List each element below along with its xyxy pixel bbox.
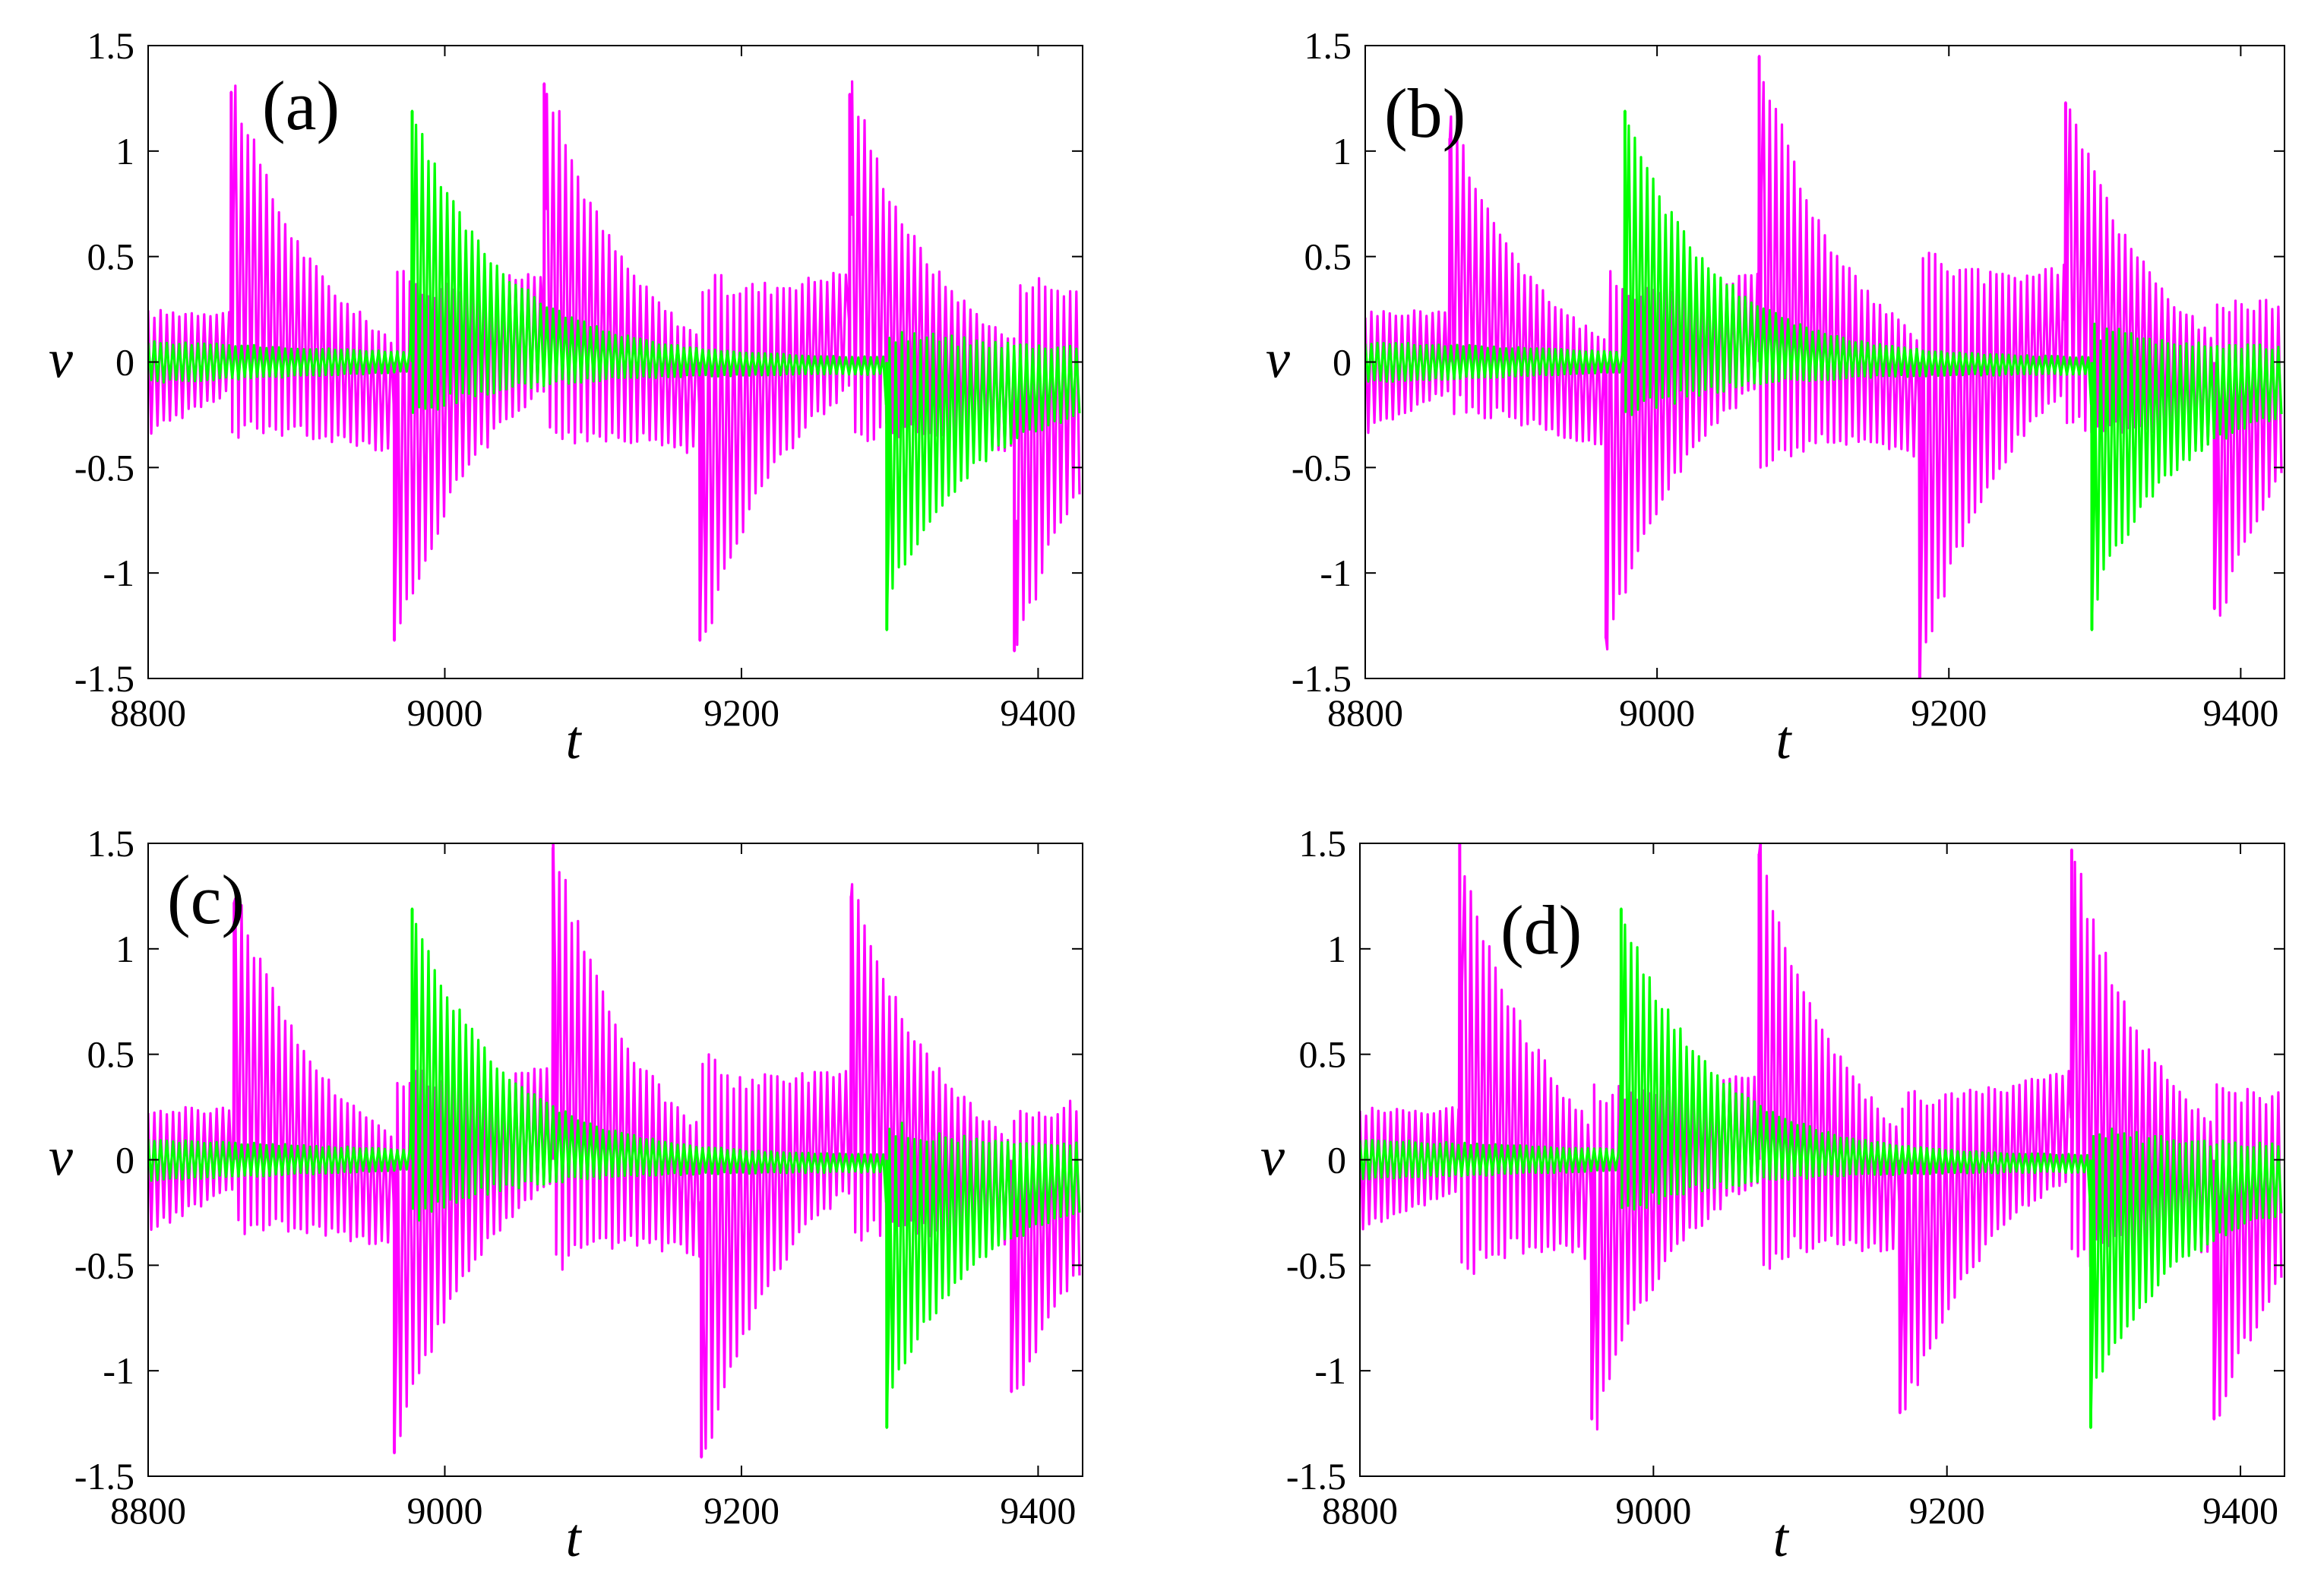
y-axis-label: v (1260, 1127, 1285, 1188)
y-tick-label: 1.5 (1304, 24, 1352, 67)
series-green (1360, 907, 2283, 1429)
y-tick-label: -1 (1320, 552, 1352, 594)
y-tick-label: 0 (1327, 1139, 1346, 1181)
plot-area (1360, 843, 2283, 1431)
y-tick-label: 1 (115, 130, 134, 172)
y-tick-label: 0.5 (1299, 1033, 1347, 1076)
x-axis-label: t (1776, 710, 1793, 770)
plot-area (148, 843, 1081, 1459)
x-tick-label: 9000 (406, 691, 482, 734)
x-axis-label: t (566, 710, 583, 770)
series-magenta (1360, 843, 2283, 1431)
y-axis-label: v (49, 1127, 73, 1188)
y-tick-label: 1.5 (87, 24, 135, 67)
y-tick-label: -0.5 (1286, 1244, 1346, 1286)
y-tick-label: 0.5 (1304, 236, 1352, 278)
x-tick-label: 8800 (110, 1489, 186, 1532)
y-tick-label: -1.5 (74, 1455, 134, 1498)
x-axis-label: t (566, 1507, 583, 1568)
x-tick-label: 9400 (2202, 1489, 2278, 1532)
panel-label: (c) (167, 861, 245, 938)
panel-label: (b) (1384, 74, 1466, 152)
panel-label: (d) (1500, 891, 1582, 969)
y-tick-label: 0 (115, 1139, 134, 1181)
x-tick-label: 8800 (110, 691, 186, 734)
x-tick-label: 9200 (1911, 691, 1987, 734)
x-tick-label: 9000 (1619, 691, 1695, 734)
series-green (1365, 109, 2283, 631)
series-green (148, 907, 1081, 1429)
y-tick-label: -1 (103, 1349, 134, 1392)
y-tick-label: 1.5 (87, 822, 135, 865)
y-tick-label: -0.5 (74, 446, 134, 489)
x-tick-label: 9400 (1000, 1489, 1076, 1532)
y-tick-label: -0.5 (1292, 446, 1352, 489)
y-tick-label: 0.5 (87, 1033, 135, 1076)
x-tick-label: 9000 (1615, 1489, 1691, 1532)
plot-area (148, 80, 1081, 653)
x-tick-label: 9000 (406, 1489, 482, 1532)
x-tick-label: 8800 (1327, 691, 1403, 734)
y-tick-label: -1 (103, 552, 134, 594)
y-tick-label: 1 (1327, 928, 1346, 970)
y-tick-label: 1 (115, 928, 134, 970)
x-tick-label: 8800 (1322, 1489, 1398, 1532)
x-tick-label: 9200 (1909, 1489, 1985, 1532)
y-tick-label: 0 (1333, 341, 1352, 384)
y-axis-label: v (49, 329, 73, 390)
x-axis-label: t (1773, 1507, 1790, 1568)
x-tick-label: 9400 (2202, 691, 2278, 734)
x-tick-label: 9200 (704, 691, 779, 734)
y-tick-label: 1 (1333, 130, 1352, 172)
x-tick-label: 9200 (704, 1489, 779, 1532)
y-tick-label: -1.5 (1286, 1455, 1346, 1498)
series-green (148, 109, 1081, 631)
y-tick-label: 0 (115, 341, 134, 384)
y-axis-label: v (1266, 329, 1290, 390)
y-tick-label: 1.5 (1299, 822, 1347, 865)
y-tick-label: -1.5 (1292, 657, 1352, 700)
y-tick-label: -1 (1314, 1349, 1346, 1392)
panel-label: (a) (262, 67, 340, 144)
plot-area (1365, 55, 2283, 678)
y-tick-label: -1.5 (74, 657, 134, 700)
series-magenta (1365, 55, 2283, 678)
y-tick-label: -0.5 (74, 1244, 134, 1286)
x-tick-label: 9400 (1000, 691, 1076, 734)
y-tick-label: 0.5 (87, 236, 135, 278)
